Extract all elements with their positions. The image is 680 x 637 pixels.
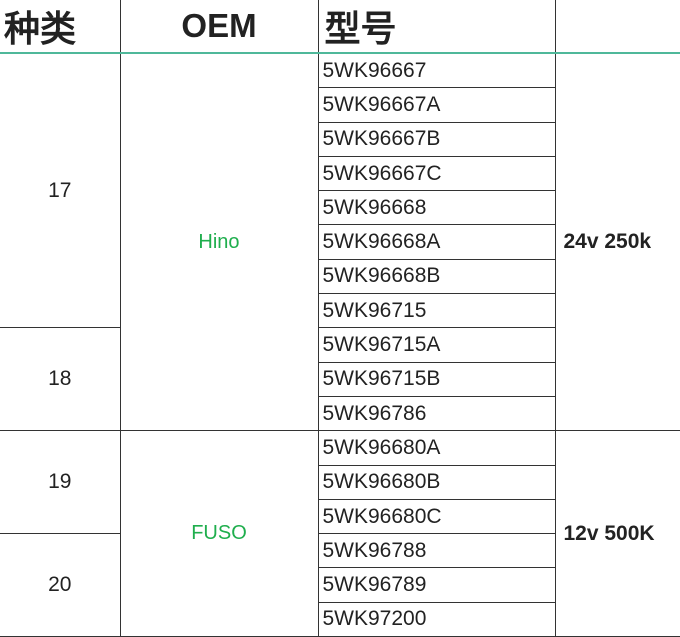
header-model: 型号 [317, 0, 556, 54]
table-row: 5WK96715B [0, 361, 680, 397]
category-cell: 18 [0, 327, 121, 432]
table-row: 5WK96667A [0, 87, 680, 123]
header-row: 种类 OEM 型号 [0, 0, 680, 54]
oem-cell: FUSO [119, 430, 319, 637]
category-cell: 17 [0, 52, 121, 329]
model-cell: 5WK96668 [317, 190, 556, 226]
model-cell: 5WK96667C [317, 155, 556, 192]
model-cell: 5WK96680A [317, 430, 556, 466]
model-cell: 5WK96789 [317, 567, 556, 603]
table-row: 5WK96715 [0, 293, 680, 329]
model-cell: 5WK96667B [317, 121, 556, 157]
model-cell: 5WK96715A [317, 327, 556, 363]
header-spec [554, 0, 680, 54]
spec-cell: 12v 500K [554, 430, 680, 637]
model-cell: 5WK96667A [317, 87, 556, 123]
model-cell: 5WK96715 [317, 293, 556, 329]
model-cell: 5WK96715B [317, 361, 556, 397]
table-row: 5WK96667B [0, 121, 680, 157]
table-row: 19 FUSO 5WK96680A 12v 500K [0, 430, 680, 637]
table-row: 5WK96668A [0, 224, 680, 260]
model-cell: 5WK96788 [317, 533, 556, 569]
model-cell: 5WK97200 [317, 601, 556, 637]
table-row: 18 5WK96715A [0, 327, 680, 432]
table-row: 5WK96668B [0, 258, 680, 295]
table-row: 5WK96668 [0, 190, 680, 226]
category-cell: 20 [0, 533, 121, 637]
header-oem: OEM [119, 0, 319, 54]
model-cell: 5WK96786 [317, 395, 556, 432]
category-cell: 19 [0, 430, 121, 535]
oem-cell: Hino [119, 52, 319, 432]
table-row: 17 Hino 5WK96667 24v 250k [0, 52, 680, 432]
model-cell: 5WK96667 [317, 52, 556, 89]
header-category: 种类 [0, 0, 121, 54]
model-cell: 5WK96680C [317, 498, 556, 535]
model-cell: 5WK96668B [317, 258, 556, 295]
model-cell: 5WK96668A [317, 224, 556, 260]
table-row: 5WK96789 [0, 567, 680, 603]
table-row: 5WK96680B [0, 464, 680, 500]
spec-cell: 24v 250k [554, 52, 680, 432]
model-cell: 5WK96680B [317, 464, 556, 500]
